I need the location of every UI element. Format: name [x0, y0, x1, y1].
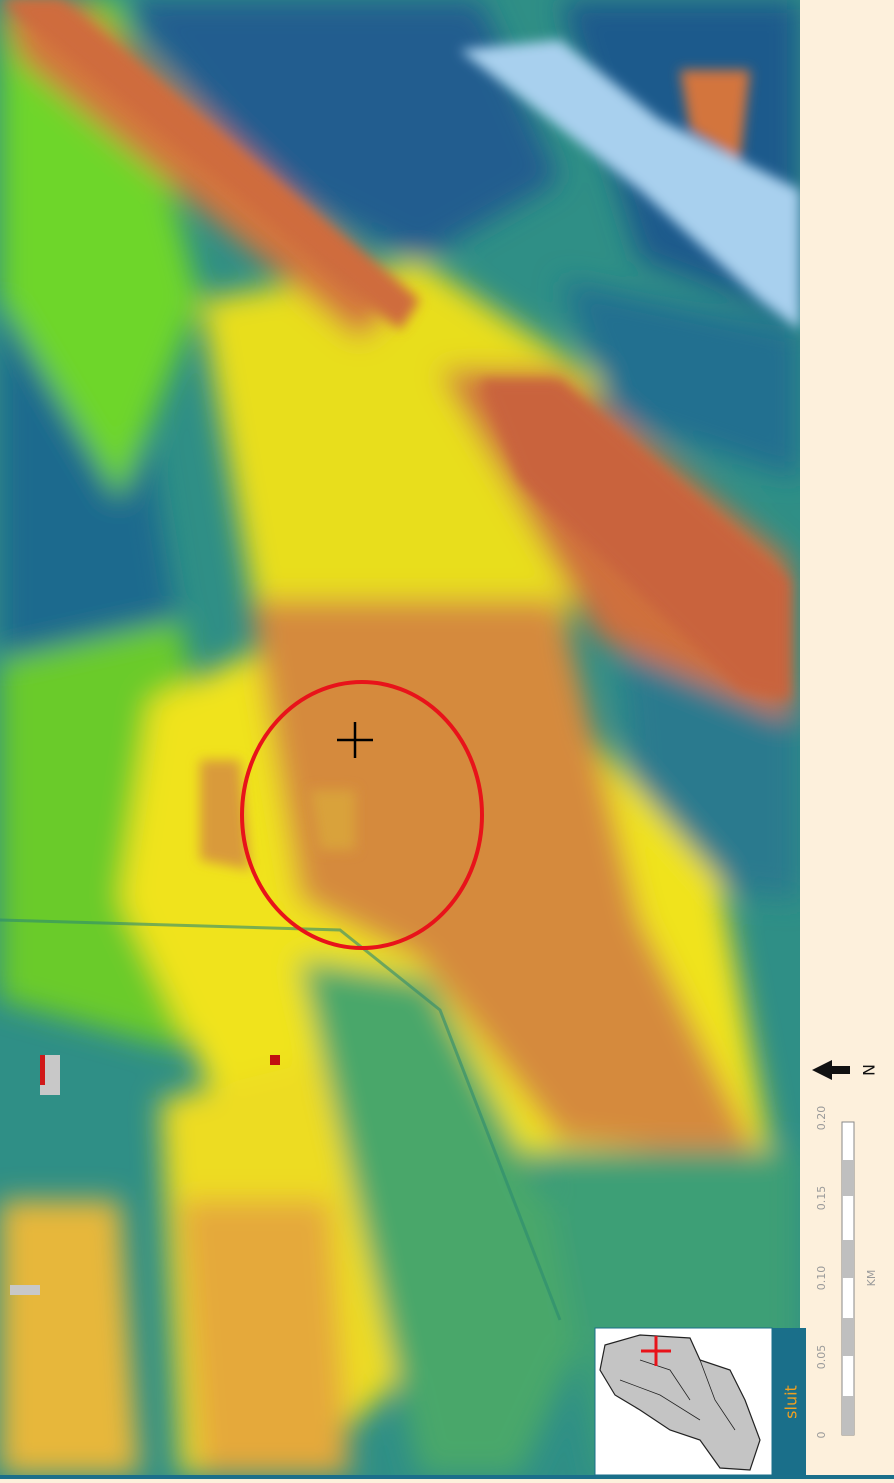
north-arrow: N [812, 1060, 879, 1080]
scale-tick: 0 [815, 1432, 828, 1439]
scale-tick: 0.10 [815, 1266, 828, 1291]
close-button[interactable]: sluit [772, 1328, 806, 1475]
scale-bar: 0 0.05 0.10 0.15 0.20 KM [815, 1106, 878, 1439]
scale-tick: 0.15 [815, 1186, 828, 1211]
overview-map [594, 1327, 773, 1476]
location-cross [337, 722, 373, 758]
search-circle [240, 680, 484, 950]
north-label: N [860, 1064, 879, 1076]
scale-tick: 0.05 [815, 1345, 828, 1370]
raster-map [0, 0, 800, 1475]
close-button-label[interactable]: sluit [782, 1385, 801, 1419]
scale-unit: KM [865, 1270, 878, 1287]
scale-tick: 0.20 [815, 1106, 828, 1131]
